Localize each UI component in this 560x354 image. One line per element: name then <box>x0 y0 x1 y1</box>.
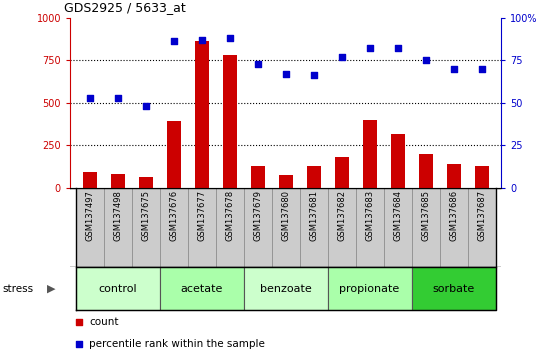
Bar <box>222 55 236 188</box>
Bar <box>83 172 96 188</box>
Text: GSM137687: GSM137687 <box>477 190 486 241</box>
Bar <box>475 166 488 188</box>
Text: GSM137685: GSM137685 <box>421 190 430 241</box>
Text: benzoate: benzoate <box>260 284 311 293</box>
Bar <box>440 188 468 267</box>
Bar <box>104 188 132 267</box>
Bar <box>468 188 496 267</box>
Bar <box>328 188 356 267</box>
Text: GSM137675: GSM137675 <box>141 190 150 241</box>
Bar <box>328 267 412 310</box>
Text: GSM137682: GSM137682 <box>337 190 346 241</box>
Point <box>225 35 234 41</box>
Text: GSM137676: GSM137676 <box>169 190 178 241</box>
Text: ▶: ▶ <box>46 284 55 293</box>
Text: GDS2925 / 5633_at: GDS2925 / 5633_at <box>64 1 186 14</box>
Bar <box>244 188 272 267</box>
Text: GSM137498: GSM137498 <box>113 190 122 241</box>
Text: GSM137678: GSM137678 <box>225 190 234 241</box>
Point <box>169 39 178 44</box>
Point <box>337 54 346 59</box>
Bar <box>160 267 244 310</box>
Point <box>113 95 122 101</box>
Bar <box>76 188 104 267</box>
Point <box>253 61 262 67</box>
Point <box>365 45 374 51</box>
Bar <box>447 164 460 188</box>
Bar <box>160 188 188 267</box>
Bar <box>250 166 265 188</box>
Bar <box>412 188 440 267</box>
Bar <box>419 154 432 188</box>
Text: acetate: acetate <box>180 284 223 293</box>
Bar <box>188 188 216 267</box>
Bar <box>391 134 404 188</box>
Text: GSM137680: GSM137680 <box>281 190 290 241</box>
Point <box>74 341 83 347</box>
Bar <box>76 267 160 310</box>
Bar <box>356 188 384 267</box>
Text: GSM137679: GSM137679 <box>253 190 262 241</box>
Bar <box>363 120 376 188</box>
Point <box>197 37 206 42</box>
Bar <box>307 166 320 188</box>
Text: percentile rank within the sample: percentile rank within the sample <box>90 339 265 349</box>
Bar <box>244 267 328 310</box>
Bar <box>279 175 293 188</box>
Bar <box>167 121 180 188</box>
Text: stress: stress <box>3 284 34 293</box>
Text: GSM137497: GSM137497 <box>85 190 94 241</box>
Point <box>421 57 430 63</box>
Point <box>85 95 94 101</box>
Bar <box>384 188 412 267</box>
Text: propionate: propionate <box>339 284 400 293</box>
Point <box>449 66 458 72</box>
Text: GSM137683: GSM137683 <box>365 190 374 241</box>
Text: GSM137677: GSM137677 <box>197 190 206 241</box>
Text: GSM137686: GSM137686 <box>449 190 458 241</box>
Text: GSM137684: GSM137684 <box>393 190 402 241</box>
Bar <box>272 188 300 267</box>
Text: sorbate: sorbate <box>432 284 475 293</box>
Bar <box>138 177 152 188</box>
Bar <box>132 188 160 267</box>
Bar <box>412 267 496 310</box>
Bar <box>300 188 328 267</box>
Point <box>393 45 402 51</box>
Point <box>74 319 83 325</box>
Bar <box>110 174 124 188</box>
Bar <box>335 157 348 188</box>
Text: count: count <box>90 317 119 327</box>
Point <box>281 71 290 76</box>
Point <box>141 103 150 109</box>
Bar <box>195 41 208 188</box>
Point <box>309 73 318 78</box>
Bar <box>216 188 244 267</box>
Point <box>477 66 486 72</box>
Text: GSM137681: GSM137681 <box>309 190 318 241</box>
Text: control: control <box>99 284 137 293</box>
